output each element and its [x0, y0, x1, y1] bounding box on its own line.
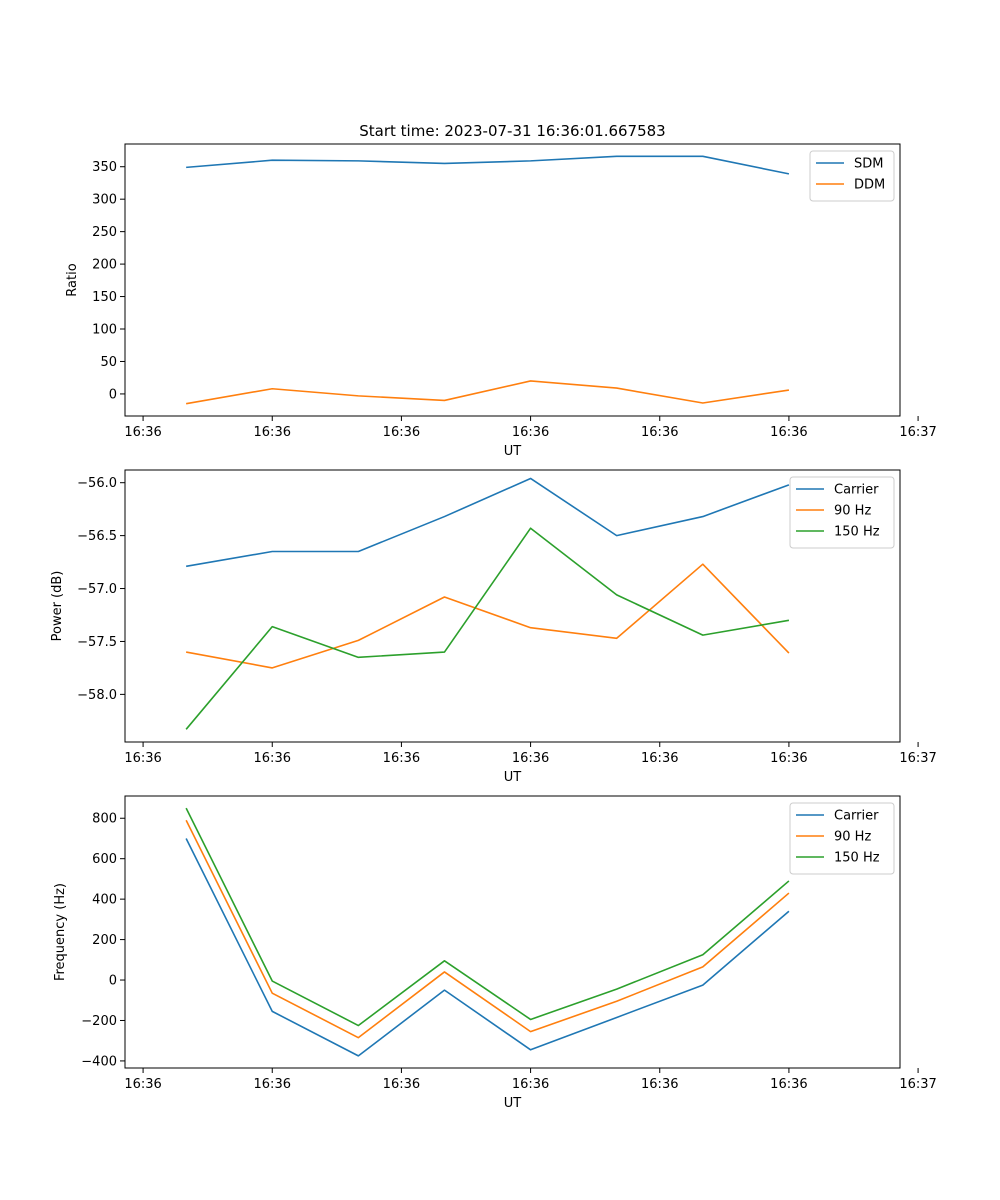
x-axis-label: UT [504, 770, 522, 785]
x-tick-label: 16:37 [899, 751, 936, 766]
legend-label: 150 Hz [834, 851, 880, 866]
x-tick-label: 16:36 [124, 1077, 161, 1092]
series-line-carrier [185, 838, 790, 1057]
y-tick-label: −56.5 [77, 529, 117, 544]
y-tick-label: 0 [109, 974, 117, 989]
y-tick-label: 200 [92, 258, 117, 273]
chart-title: Start time: 2023-07-31 16:36:01.667583 [359, 122, 665, 140]
x-tick-label: 16:37 [899, 1077, 936, 1092]
frequency-panel: 16:36 16:36 16:36 16:36 16:36 16:36 16:37 −400 −… [53, 795, 937, 1111]
y-tick-label: 600 [92, 852, 117, 867]
y-tick-label: −57.0 [77, 582, 117, 597]
series-line-carrier [186, 477, 790, 568]
x-tick-label: 16:36 [254, 1077, 291, 1092]
y-tick-label: 50 [100, 355, 117, 370]
legend-label: DDM [854, 178, 885, 193]
axes-frame [124, 795, 901, 1069]
y-tick-label: −57.5 [77, 635, 117, 650]
axes-frame [124, 469, 901, 743]
y-tick-label: 400 [92, 893, 117, 908]
x-tick-label: 16:36 [383, 1077, 420, 1092]
series-line-90-hz [185, 819, 790, 1039]
y-tick-label: 0 [109, 387, 117, 402]
y-axis-label: Power (dB) [50, 571, 65, 642]
y-tick-label: −400 [81, 1054, 117, 1069]
x-tick-label: 16:36 [770, 425, 807, 440]
x-axis-label: UT [504, 1096, 522, 1111]
series-line-150-hz [185, 527, 790, 730]
x-tick-label: 16:36 [641, 425, 678, 440]
x-tick-label: 16:36 [512, 751, 549, 766]
y-axis-label: Ratio [65, 263, 80, 296]
axes-frame [124, 143, 901, 417]
x-tick-label: 16:36 [641, 1077, 678, 1092]
y-tick-label: 350 [92, 160, 117, 175]
series-line-sdm [186, 155, 790, 175]
series-line-ddm [186, 380, 790, 405]
x-tick-label: 16:36 [641, 751, 678, 766]
y-tick-label: −58.0 [77, 688, 117, 703]
y-tick-label: 100 [92, 323, 117, 338]
x-tick-label: 16:36 [770, 751, 807, 766]
x-tick-label: 16:36 [254, 751, 291, 766]
legend-label: 150 Hz [834, 525, 880, 540]
x-tick-label: 16:36 [124, 751, 161, 766]
legend-label: Carrier [834, 483, 879, 498]
y-tick-label: 150 [92, 290, 117, 305]
legend-label: 90 Hz [834, 830, 871, 845]
y-tick-label: −56.0 [77, 476, 117, 491]
y-axis-label: Frequency (Hz) [53, 883, 68, 981]
x-tick-label: 16:36 [383, 425, 420, 440]
x-tick-label: 16:36 [124, 425, 161, 440]
ratio-panel: 16:36 16:36 16:36 16:36 16:36 16:36 16:37 0 50 10… [65, 143, 937, 459]
y-tick-label: 300 [92, 193, 117, 208]
y-tick-label: −200 [81, 1014, 117, 1029]
legend-label: Carrier [834, 809, 879, 824]
x-axis-label: UT [504, 444, 522, 459]
x-tick-label: 16:37 [899, 425, 936, 440]
legend-label: 90 Hz [834, 504, 871, 519]
x-tick-label: 16:36 [383, 751, 420, 766]
x-tick-label: 16:36 [770, 1077, 807, 1092]
y-tick-label: 250 [92, 225, 117, 240]
series-line-90-hz [185, 563, 790, 669]
x-tick-label: 16:36 [512, 1077, 549, 1092]
x-tick-label: 16:36 [254, 425, 291, 440]
legend-label: SDM [854, 157, 883, 172]
power-panel: 16:36 16:36 16:36 16:36 16:36 16:36 16:37 −58.0… [50, 469, 937, 785]
y-tick-label: 200 [92, 933, 117, 948]
y-tick-label: 800 [92, 812, 117, 827]
x-tick-label: 16:36 [512, 425, 549, 440]
series-line-150-hz [185, 807, 790, 1027]
